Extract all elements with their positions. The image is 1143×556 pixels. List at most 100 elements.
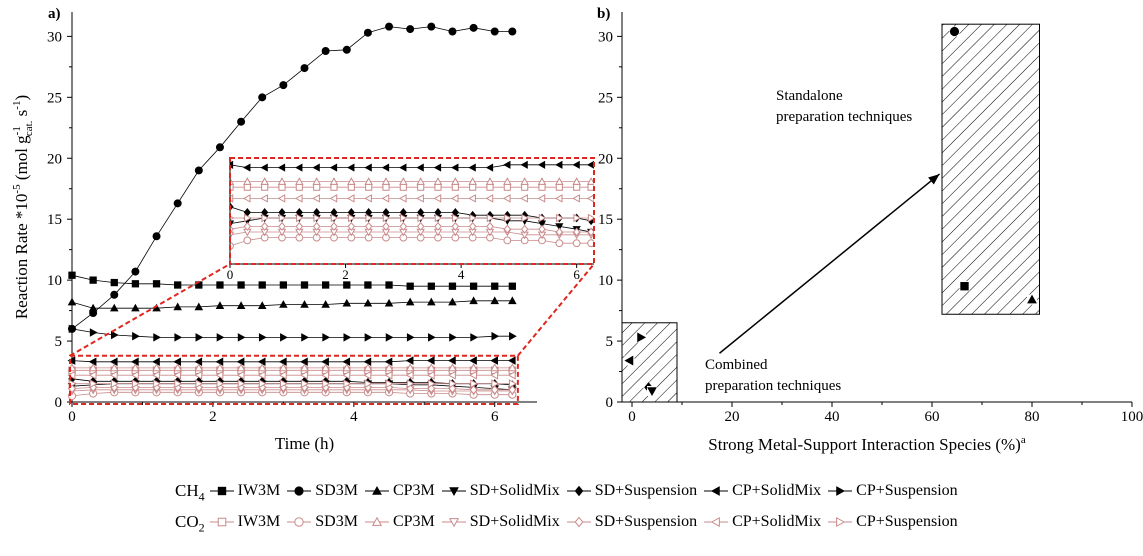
panel-a-inset-point-co2-cp-solidmix <box>329 194 338 203</box>
panel-a-x-tick-label: 6 <box>491 409 499 425</box>
panel-a-inset-point-co2-cp-solidmix <box>294 194 303 203</box>
panel-a-inset-point-co2-iw3m <box>469 183 477 191</box>
panel-a-inset-point-ch4-cp-solidmix <box>555 160 563 169</box>
panel-a-point-ch4-cp3m <box>342 298 352 307</box>
panel-a-point-ch4-cp-solidmix <box>67 356 76 365</box>
legend-ch4-sub: 4 <box>198 489 205 504</box>
panel-a-inset-point-co2-cp3m <box>277 177 287 185</box>
panel-a-inset-point-ch4-cp-solidmix <box>537 160 546 169</box>
panel-a-inset-point-ch4-cp-suspension <box>297 108 303 115</box>
panel-a-point-co2-cp3m <box>300 363 309 372</box>
panel-a-inset-point-ch4-cp3m <box>539 27 546 33</box>
panel-a-inset-point-co2-cp-solidmix <box>277 194 286 203</box>
panel-a-point-co2-cp3m <box>321 363 331 372</box>
panel-a-point-co2-cp-suspension <box>322 379 331 389</box>
panel-a-inset-point-ch4-cp-suspension <box>539 108 545 115</box>
panel-a-inset-point-co2-cp-solidmix <box>381 194 390 203</box>
panel-a-point-ch4-cp-suspension <box>491 331 500 341</box>
panel-a-inset-series-line-ch4-cp-suspension <box>230 92 591 112</box>
panel-a-inset-point-ch4-cp-suspension <box>331 108 337 115</box>
panel-a-inset-point-ch4-sd3m <box>261 10 268 17</box>
panel-a-inset-point-ch4-cp3m <box>400 33 407 39</box>
legend-item-co2-cp-solidmix: CP+SolidMix <box>703 513 821 531</box>
panel-a-inset-point-co2-sd-suspension <box>434 221 442 231</box>
panel-a-point-ch4-cp3m <box>321 300 330 308</box>
panel-a-point-ch4-sd3m <box>342 45 351 54</box>
panel-a-point-co2-cp3m <box>257 363 267 372</box>
panel-a-point-ch4-sd3m <box>131 267 140 276</box>
panel-a-inset-point-ch4-cp-solidmix <box>295 163 303 172</box>
legend-symbol-co2-cp-suspension <box>828 517 853 528</box>
panel-a-inset-point-co2-cp-suspension <box>504 213 512 223</box>
panel-a-y-axis-label-part: ) <box>12 95 31 101</box>
legend-marker-co2-cp3m <box>371 516 383 527</box>
panel-a-point-ch4-sd3m <box>490 27 499 36</box>
panel-a-point-co2-cp-solidmix <box>236 370 245 380</box>
panel-a-point-ch4-cp3m <box>508 296 517 305</box>
panel-a-point-co2-cp-solidmix <box>490 370 499 380</box>
panel-b-y-tick-label: 15 <box>598 212 613 228</box>
panel-a-inset-point-co2-cp-suspension <box>400 213 408 223</box>
panel-a-inset-point-ch4-cp3m <box>573 24 580 30</box>
panel-a-y-tick-label: 25 <box>47 90 62 106</box>
panel-a-point-ch4-cp-solidmix <box>469 356 477 365</box>
panel-a-point-co2-cp3m <box>278 363 288 372</box>
panel-a-point-ch4-cp-solidmix <box>405 356 414 365</box>
panel-a-point-co2-cp3m <box>173 363 183 372</box>
panel-a-point-ch4-iw3m <box>216 281 224 289</box>
panel-a-inset-point-ch4-cp-suspension <box>505 108 511 115</box>
panel-a-inset-point-co2-cp-suspension <box>348 213 356 223</box>
panel-a-point-co2-cp3m <box>507 363 517 372</box>
legend-symbol-co2-sd3m <box>287 517 312 527</box>
panel-a-y-tick-label: 30 <box>47 29 62 45</box>
panel-a-point-co2-cp-solidmix <box>109 370 118 380</box>
panel-a-point-ch4-sd3m <box>237 117 246 126</box>
panel-a-point-ch4-sd3m <box>385 22 394 31</box>
panel-a-inset-point-co2-sd3m <box>243 236 252 245</box>
panel-b-y-tick-label: 25 <box>598 90 613 106</box>
panel-a-point-ch4-sd3m <box>215 143 224 152</box>
panel-a-point-ch4-cp3m <box>279 300 288 308</box>
legend-label-co2-sd3m: SD3M <box>315 513 358 531</box>
panel-a-point-ch4-sd3m <box>406 25 415 34</box>
legend-label-ch4-sd-solidmix: SD+SolidMix <box>469 482 560 500</box>
panel-a-inset-point-co2-sd-suspension <box>330 221 338 231</box>
panel-a-inset-point-ch4-cp-solidmix <box>520 160 528 169</box>
panel-a-inset-point-co2-cp-solidmix <box>416 194 424 203</box>
panel-a-inset-point-co2-cp-solidmix <box>468 194 476 203</box>
panel-a-y-axis-label-part: (mol g <box>12 135 31 185</box>
legend-symbol-co2-sd-suspension <box>566 516 591 528</box>
panel-a-point-co2-sd-suspension <box>469 385 478 395</box>
panel-a-inset-point-ch4-cp-solidmix <box>433 163 442 172</box>
panel-a-inset-point-co2-sd-suspension <box>382 221 390 231</box>
panel-a-point-ch4-cp3m <box>67 297 77 306</box>
legend-marker-co2-cp-solidmix <box>710 517 720 528</box>
panel-a-point-ch4-cp-suspension <box>470 333 479 342</box>
panel-a-y-axis-label-part: -5 <box>11 184 23 194</box>
panel-a-point-co2-cp-solidmix <box>173 370 182 380</box>
legend-marker-ch4-cp-suspension <box>836 486 846 497</box>
panel-a-inset-point-co2-cp-solidmix <box>433 194 442 203</box>
legend-marker-ch4-iw3m <box>217 487 226 496</box>
panel-b-y-tick-label: 20 <box>598 151 613 167</box>
panel-a-inset-point-co2-cp3m <box>537 177 547 185</box>
panel-a-point-co2-cp3m <box>363 363 373 372</box>
panel-a-y-axis-label-part: -1 <box>11 101 23 110</box>
panel-a-point-co2-cp-suspension <box>385 379 394 389</box>
panel-a-point-ch4-cp-solidmix <box>236 357 245 367</box>
panel-a-inset-point-co2-cp3m <box>555 177 564 185</box>
legend-label-co2-cp-solidmix: CP+SolidMix <box>732 513 822 531</box>
panel-b-y-tick-label: 10 <box>598 273 613 289</box>
panel-a-point-ch4-sd3m <box>427 22 436 31</box>
panel-b-x-tick-label: 20 <box>725 409 740 425</box>
panel-a-inset-point-co2-iw3m <box>538 183 546 191</box>
panel-a-inset-point-co2-cp3m <box>260 177 269 185</box>
panel-a-point-co2-cp3m <box>384 363 394 372</box>
panel-a-point-ch4-cp-solidmix <box>278 357 287 367</box>
panel-a-point-co2-cp3m <box>236 363 246 372</box>
panel-a-point-co2-cp-suspension <box>174 379 183 389</box>
panel-a-point-co2-cp-suspension <box>449 379 458 389</box>
panel-a-inset-point-co2-sd-suspension <box>364 221 373 231</box>
panel-a-inset-point-co2-cp-solidmix <box>398 194 407 203</box>
panel-a-point-ch4-cp-suspension <box>385 333 394 342</box>
